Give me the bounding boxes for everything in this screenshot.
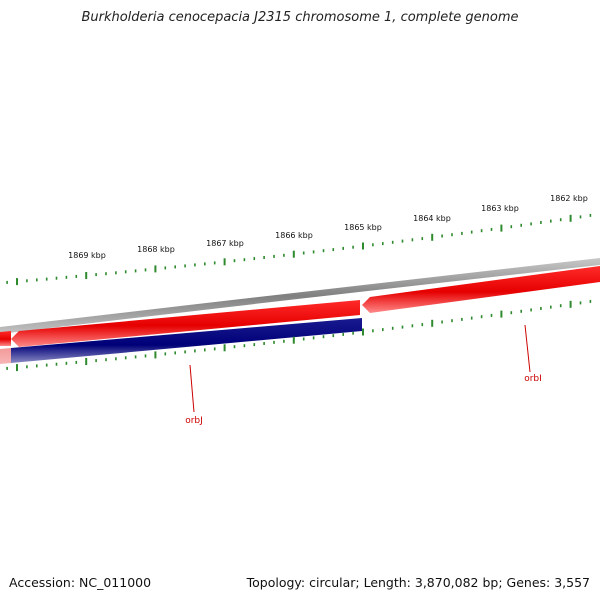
- gene-forward-partial: [0, 331, 11, 346]
- genome-backbone: [0, 258, 600, 334]
- orbJ-leader-line: [189, 364, 195, 413]
- orbI-leader-line: [524, 324, 531, 373]
- tick-label-1867: 1867 kbp: [206, 239, 244, 248]
- tick-label-1869: 1869 kbp: [68, 251, 106, 260]
- tick-label-1864: 1864 kbp: [413, 214, 451, 223]
- gene-orbI: [362, 266, 600, 313]
- tick-label-1865: 1865 kbp: [344, 223, 382, 232]
- gene-label-orbJ: orbJ: [185, 416, 203, 426]
- gene-orbJ: [11, 318, 362, 363]
- gene-label-orbI: orbI: [524, 374, 542, 384]
- inner-tick-ring: [6, 299, 592, 372]
- gene-reverse-partial: [0, 348, 11, 364]
- tick-label-1866: 1866 kbp: [275, 231, 313, 240]
- summary-text: Topology: circular; Length: 3,870,082 bp…: [246, 575, 590, 590]
- tick-label-1868: 1868 kbp: [137, 245, 175, 254]
- tick-label-1862: 1862 kbp: [550, 194, 588, 203]
- gene-forward-left: [11, 300, 360, 347]
- accession-text: Accession: NC_011000: [9, 575, 152, 590]
- page-title: Burkholderia cenocepacia J2315 chromosom…: [81, 10, 519, 25]
- outer-tick-ring: [6, 213, 592, 286]
- tick-label-1863: 1863 kbp: [481, 204, 519, 213]
